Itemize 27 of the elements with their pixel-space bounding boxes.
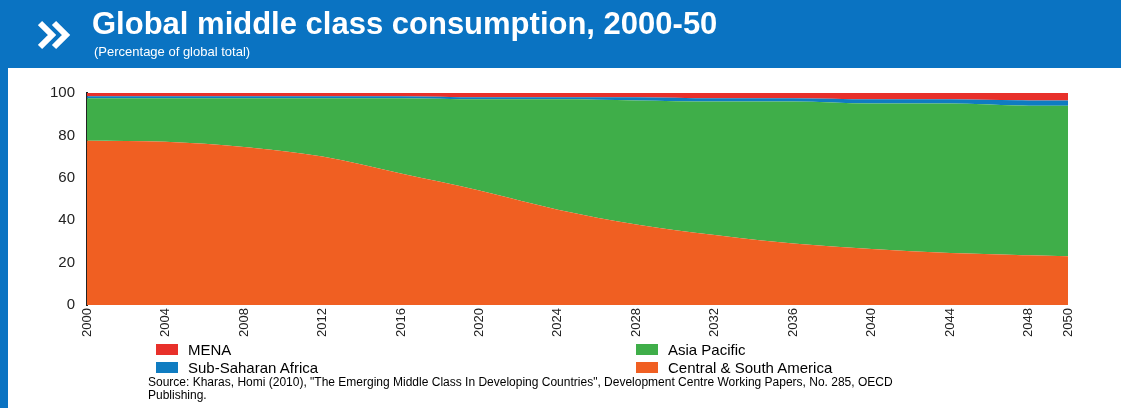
x-tick-label: 2032 bbox=[706, 308, 722, 337]
y-tick-label: 0 bbox=[66, 295, 76, 313]
x-tick-label: 2040 bbox=[863, 308, 879, 337]
x-tick-label: 2028 bbox=[627, 308, 643, 337]
x-tick-label: 2048 bbox=[1020, 308, 1036, 337]
x-tick-label: 2020 bbox=[470, 308, 486, 337]
x-tick-label: 2008 bbox=[235, 308, 251, 337]
y-tick-label: 60 bbox=[58, 167, 76, 185]
legend-label: MENA bbox=[188, 340, 232, 358]
source-note: Source: Kharas, Homi (2010), "The Emerging Middle Class In Developing Countries", Development Centre Working Papers, No. 285, OECD Publishing. bbox=[148, 375, 894, 402]
x-tick-label: 2004 bbox=[157, 308, 173, 337]
x-tick-label: 2044 bbox=[941, 308, 957, 337]
chart-subtitle: (Percentage of global total) bbox=[94, 44, 251, 59]
x-tick-label: 2012 bbox=[314, 308, 330, 337]
x-tick-label: 2036 bbox=[784, 308, 800, 337]
y-tick-label: 40 bbox=[58, 210, 76, 228]
y-tick-label: 20 bbox=[58, 252, 76, 270]
y-tick-label: 100 bbox=[50, 83, 76, 101]
x-tick-label: 2050 bbox=[1059, 308, 1075, 337]
chart-title: Global middle class consumption, 2000-50 bbox=[92, 6, 718, 42]
legend-label: Asia Pacific bbox=[668, 340, 746, 358]
x-tick-label: 2016 bbox=[392, 308, 408, 337]
x-tick-label: 2024 bbox=[549, 308, 565, 337]
legend-label: Sub-Saharan Africa bbox=[188, 358, 319, 376]
y-tick-label: 80 bbox=[58, 125, 76, 143]
x-tick-label: 2000 bbox=[78, 308, 94, 337]
legend-label: Central & South America bbox=[668, 358, 833, 376]
